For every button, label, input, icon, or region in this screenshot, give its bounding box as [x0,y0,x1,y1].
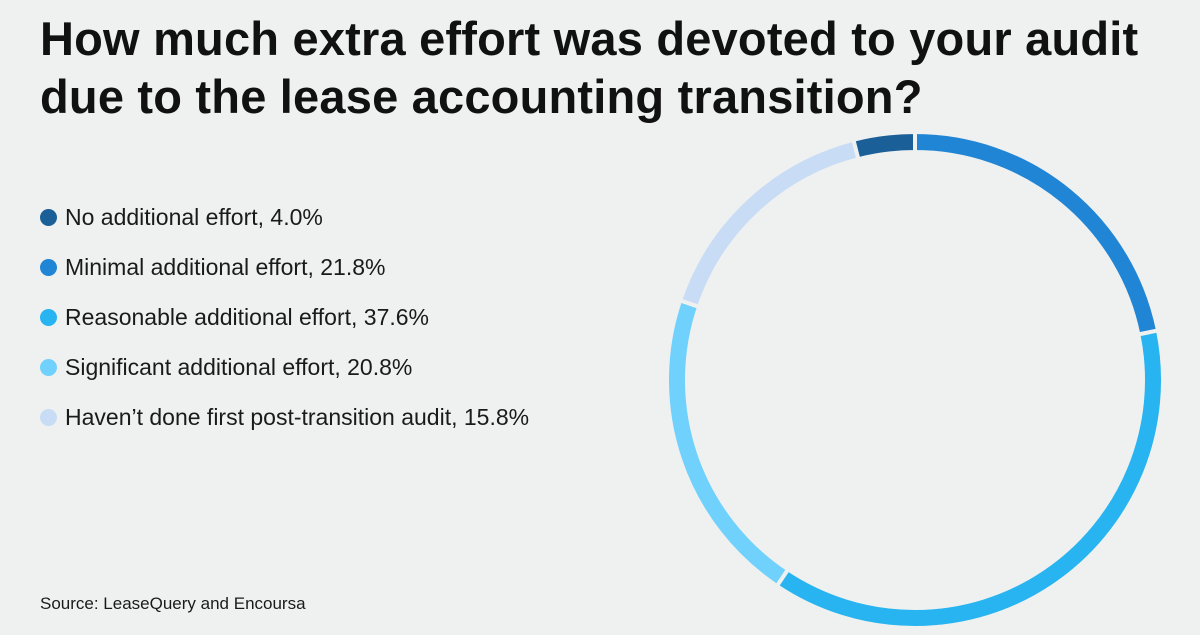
legend-item-no-additional-effort: No additional effort, 4.0% [40,192,529,242]
legend-item-minimal-additional-effort: Minimal additional effort, 21.8% [40,242,529,292]
legend-label: Reasonable additional effort, 37.6% [65,303,430,330]
legend-swatch-icon [40,408,57,426]
donut-slice-significant-additional-effort [665,297,791,589]
donut-slice-reasonable-additional-effort [774,328,1165,630]
chart-title: How much extra effort was devoted to you… [40,12,1139,123]
donut-slice-no-post-transition-audit [677,137,861,310]
legend-swatch-icon [40,258,57,276]
donut-chart [665,129,1165,630]
donut-slice-minimal-additional-effort [913,129,1161,337]
legend-item-no-post-transition-audit: Haven’t done first post-transition audit… [40,392,529,442]
legend-swatch-icon [40,208,57,226]
legend-label: No additional effort, 4.0% [65,203,323,230]
legend-label: Minimal additional effort, 21.8% [65,253,386,280]
source-note: Source: LeaseQuery and Encoursa [40,594,306,613]
legend-swatch-icon [40,308,57,326]
legend-label: Significant additional effort, 20.8% [65,353,413,380]
legend-swatch-icon [40,358,57,376]
donut-slice-no-additional-effort [850,129,917,162]
legend-item-significant-additional-effort: Significant additional effort, 20.8% [40,342,529,392]
legend-label: Haven’t done first post-transition audit… [65,403,530,430]
legend-item-reasonable-additional-effort: Reasonable additional effort, 37.6% [40,292,529,342]
chart-legend: No additional effort, 4.0% Minimal addit… [40,192,529,442]
